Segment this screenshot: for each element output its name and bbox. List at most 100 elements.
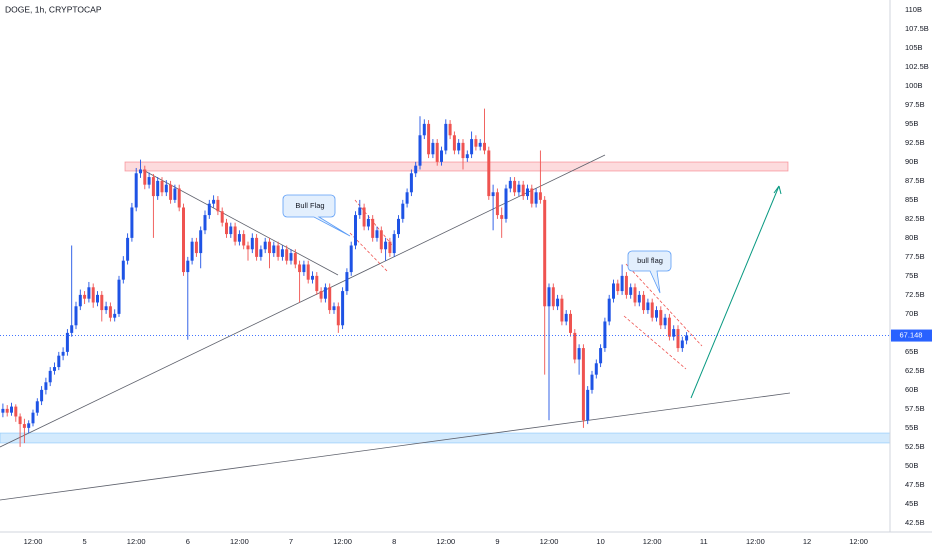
candle-body: [440, 150, 443, 162]
candle-body: [371, 218, 375, 238]
candle-body: [78, 294, 82, 307]
flag-line: [625, 263, 703, 347]
x-tick-label: 12:00: [643, 537, 662, 546]
candle-body: [48, 370, 52, 383]
candle-body: [143, 169, 147, 185]
candle-body: [379, 230, 383, 250]
candle-body: [500, 215, 504, 219]
y-tick-label: 72.5B: [905, 290, 925, 299]
candle-body: [435, 142, 439, 162]
candle-body: [10, 406, 13, 413]
candle-body: [646, 302, 650, 311]
candle-body: [663, 317, 667, 326]
candle-body: [504, 188, 508, 219]
x-tick-label: 12:00: [230, 537, 249, 546]
candle-body: [229, 226, 233, 235]
y-tick-label: 55B: [905, 423, 918, 432]
flag-line: [349, 232, 389, 273]
candle-body: [5, 408, 9, 413]
candle-body: [354, 215, 357, 246]
candle-body: [173, 188, 177, 200]
x-tick-label: 12:00: [436, 537, 455, 546]
candle-body: [397, 218, 400, 235]
y-tick-label: 97.5B: [905, 100, 925, 109]
trendline: [0, 392, 791, 501]
annotation: bull flag: [637, 256, 663, 265]
candle-body: [18, 416, 22, 425]
candle-body: [328, 287, 332, 311]
candle-body: [633, 287, 637, 303]
candle-body: [186, 260, 190, 273]
candle-body: [650, 302, 654, 318]
candle-body: [31, 412, 35, 424]
flag-line: [623, 315, 687, 370]
candle-body: [323, 287, 327, 299]
y-tick-label: 107.5B: [905, 24, 929, 33]
candle-body: [280, 249, 284, 257]
candle-body: [268, 241, 271, 254]
candle-body: [620, 275, 624, 292]
candle-body: [517, 184, 521, 193]
candle-body: [569, 313, 572, 333]
candle-body: [27, 423, 31, 428]
trendline: [142, 169, 339, 276]
candle-body: [61, 351, 65, 356]
candle-body: [538, 192, 542, 200]
candle-body: [543, 199, 547, 307]
candle-body: [83, 294, 87, 299]
last-price-label: 67.148: [900, 331, 923, 340]
y-tick-label: 102.5B: [905, 62, 929, 71]
candle-body: [465, 154, 469, 159]
candle-body: [199, 230, 203, 254]
candle-body: [427, 123, 431, 155]
candle-body: [388, 241, 392, 254]
y-tick-label: 85B: [905, 195, 918, 204]
y-tick-label: 87.5B: [905, 176, 925, 185]
candle-body: [513, 180, 517, 193]
candle-body: [534, 192, 538, 204]
candles: [1, 108, 689, 447]
candle-body: [384, 241, 388, 250]
y-tick-label: 52.5B: [905, 442, 925, 451]
candle-body: [276, 245, 280, 257]
candle-body: [298, 264, 302, 273]
candle-body: [341, 291, 345, 326]
candle-body: [414, 165, 418, 174]
y-tick-label: 42.5B: [905, 518, 925, 527]
candle-body: [478, 142, 482, 147]
candle-body: [216, 199, 220, 212]
candle-body: [117, 279, 121, 314]
candle-body: [44, 382, 48, 390]
last-price-tag: [891, 329, 932, 342]
candle-body: [164, 184, 168, 193]
candle-body: [612, 283, 615, 299]
candle-body: [474, 139, 478, 147]
candle-body: [113, 313, 117, 318]
candle-body: [422, 123, 426, 136]
candle-body: [530, 188, 534, 204]
y-tick-label: 110B: [905, 5, 922, 14]
candle-body: [564, 313, 568, 322]
candle-body: [521, 184, 525, 197]
candle-body: [87, 287, 91, 299]
y-tick-label: 47.5B: [905, 480, 925, 489]
candle-body: [642, 294, 646, 311]
y-tick-label: 62.5B: [905, 366, 925, 375]
candle-body: [220, 211, 224, 223]
candle-body: [259, 249, 263, 257]
candle-body: [332, 306, 336, 311]
candle-body: [594, 363, 598, 375]
candle-body: [409, 173, 413, 193]
x-tick-label: 12:00: [24, 537, 43, 546]
candle-body: [577, 348, 581, 360]
candle-body: [108, 306, 112, 318]
candle-body: [126, 237, 130, 261]
candle-body: [659, 310, 663, 326]
candle-body: [233, 226, 237, 242]
x-tick-label: 12:00: [540, 537, 559, 546]
x-tick-label: 12:00: [746, 537, 765, 546]
candle-body: [100, 294, 104, 311]
callout-box: [627, 250, 672, 294]
